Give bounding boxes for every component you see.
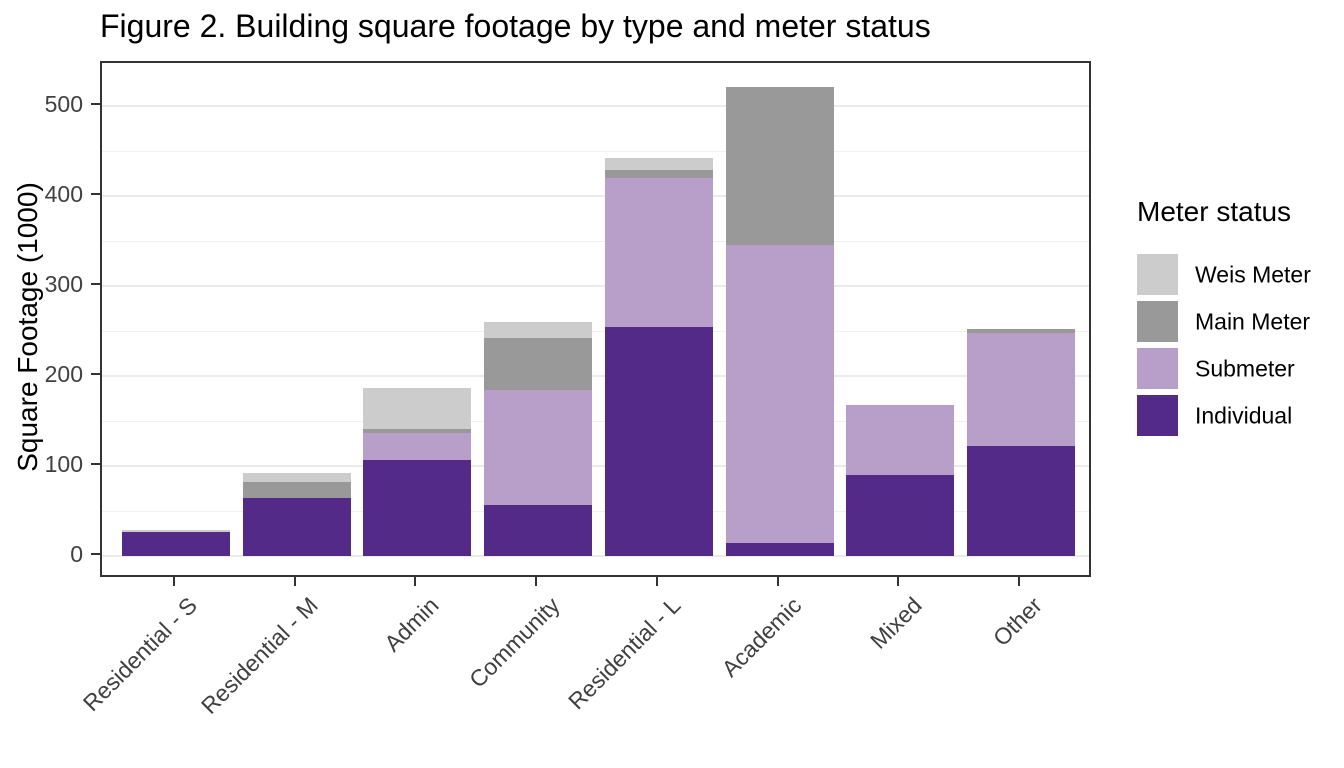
major-gridline xyxy=(102,105,1089,107)
bar-segment-residential-l-main-meter xyxy=(604,169,713,178)
bar-segment-academic-submeter xyxy=(725,244,834,544)
x-tick-label: Other xyxy=(988,592,1048,652)
major-gridline xyxy=(102,285,1089,287)
x-tick-mark xyxy=(897,577,900,586)
y-tick-mark xyxy=(91,463,100,465)
legend-item-submeter: Submeter xyxy=(1137,348,1295,389)
y-tick-label: 200 xyxy=(44,361,83,387)
minor-gridline xyxy=(102,241,1089,242)
minor-gridline xyxy=(102,151,1089,152)
legend-label: Submeter xyxy=(1195,355,1295,381)
plot-panel xyxy=(100,61,1091,577)
bar-segment-other-individual xyxy=(966,446,1075,556)
bar-segment-community-individual xyxy=(484,504,593,556)
bar-segment-academic-main-meter xyxy=(725,87,834,245)
bar-segment-residential-s-individual xyxy=(122,531,230,556)
legend-item-main-meter: Main Meter xyxy=(1137,301,1310,342)
legend-items: Weis Meter Main Meter Submeter Individual xyxy=(1137,254,1311,436)
y-tick-mark xyxy=(91,193,100,195)
bar-segment-residential-m-main-meter xyxy=(242,482,351,499)
x-tick-mark xyxy=(173,577,175,586)
bar-segment-other-submeter xyxy=(966,332,1075,447)
x-tick-mark xyxy=(414,577,417,586)
bar-segment-admin-weis-meter xyxy=(363,387,472,430)
legend-swatch-weis-meter xyxy=(1137,254,1178,295)
y-tick-label: 400 xyxy=(44,181,83,207)
legend-swatch-submeter xyxy=(1137,348,1178,389)
bar-segment-residential-l-individual xyxy=(604,326,713,556)
legend-label: Individual xyxy=(1195,402,1293,428)
bar-segment-community-weis-meter xyxy=(484,322,593,339)
legend: Meter status Weis Meter Main Meter Submete… xyxy=(1137,196,1311,442)
bar-segment-mixed-individual xyxy=(846,475,955,556)
legend-title: Meter status xyxy=(1137,196,1292,227)
y-tick-mark xyxy=(91,103,100,105)
x-tick-mark xyxy=(1017,577,1020,586)
bar-segment-community-main-meter xyxy=(484,338,593,391)
minor-gridline xyxy=(102,511,1089,512)
legend-label: Weis Meter xyxy=(1195,261,1311,287)
minor-gridline xyxy=(102,331,1089,332)
legend-item-individual: Individual xyxy=(1137,395,1293,436)
legend-swatch-main-meter xyxy=(1137,301,1178,342)
x-tick-label: Residential - M xyxy=(196,592,324,719)
bar-segment-admin-individual xyxy=(363,459,472,556)
y-tick-mark xyxy=(91,373,100,375)
y-tick-label: 500 xyxy=(44,91,83,117)
legend-item-weis-meter: Weis Meter xyxy=(1137,254,1311,295)
y-tick-mark xyxy=(91,283,100,285)
chart-title: Figure 2. Building square footage by typ… xyxy=(100,8,931,44)
x-tick-mark xyxy=(655,577,658,586)
x-tick-label: Admin xyxy=(379,592,444,657)
y-tick-mark xyxy=(91,553,100,555)
bar-segment-residential-m-individual xyxy=(242,498,351,556)
y-axis-title: Square Footage (1000) xyxy=(12,182,43,472)
bar-segment-mixed-submeter xyxy=(846,404,955,475)
bar-segment-residential-m-weis-meter xyxy=(242,473,351,483)
x-tick-mark xyxy=(776,577,779,586)
x-tick-mark xyxy=(535,577,538,586)
bar-segment-admin-main-meter xyxy=(363,429,472,433)
legend-label: Main Meter xyxy=(1195,308,1311,334)
bar-segment-academic-individual xyxy=(725,543,834,556)
y-tick-label: 0 xyxy=(70,541,83,567)
x-tick-label: Residential - S xyxy=(78,592,203,717)
bar-segment-community-submeter xyxy=(484,390,593,505)
bar-segment-residential-s-weis-meter xyxy=(122,529,230,532)
major-gridline xyxy=(102,195,1089,197)
legend-swatch-individual xyxy=(1137,395,1178,436)
major-gridline xyxy=(102,375,1089,377)
y-tick-label: 300 xyxy=(44,271,83,297)
major-gridline xyxy=(102,465,1089,467)
x-tick-label: Community xyxy=(463,592,565,693)
bar-segment-residential-l-weis-meter xyxy=(604,158,713,170)
minor-gridline xyxy=(102,421,1089,422)
x-tick-label: Residential - L xyxy=(562,592,686,715)
x-tick-mark xyxy=(293,577,296,586)
x-tick-label: Academic xyxy=(716,592,806,682)
major-gridline xyxy=(102,555,1089,557)
bar-segment-other-main-meter xyxy=(966,329,1075,333)
y-tick-label: 100 xyxy=(44,451,83,477)
bar-segment-admin-submeter xyxy=(363,432,472,460)
bar-segment-residential-l-submeter xyxy=(604,178,713,327)
x-tick-label: Mixed xyxy=(864,592,927,654)
